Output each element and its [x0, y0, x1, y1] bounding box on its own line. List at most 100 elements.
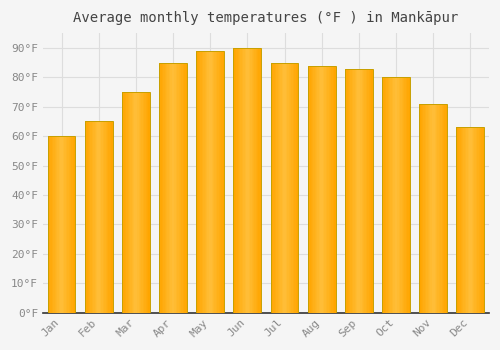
Bar	[276, 63, 278, 313]
Bar	[346, 69, 348, 313]
Bar	[164, 63, 166, 313]
Bar	[140, 92, 141, 313]
Bar	[217, 51, 218, 313]
Bar	[370, 69, 372, 313]
Bar	[476, 127, 478, 313]
Bar	[426, 104, 428, 313]
Bar	[200, 51, 202, 313]
Bar	[122, 92, 124, 313]
Bar	[398, 77, 399, 313]
Bar	[62, 136, 63, 313]
Bar	[308, 65, 309, 313]
Bar	[66, 136, 67, 313]
Bar	[212, 51, 213, 313]
Bar	[96, 121, 98, 313]
Bar	[146, 92, 147, 313]
Bar	[483, 127, 484, 313]
Bar	[203, 51, 204, 313]
Bar	[104, 121, 106, 313]
Bar	[48, 136, 49, 313]
Bar	[252, 48, 253, 313]
Bar	[360, 69, 362, 313]
Bar	[250, 48, 252, 313]
Bar	[134, 92, 136, 313]
Bar	[288, 63, 290, 313]
Bar	[174, 63, 176, 313]
Bar	[345, 69, 373, 313]
Bar	[102, 121, 103, 313]
Bar	[422, 104, 424, 313]
Bar	[210, 51, 212, 313]
Bar	[389, 77, 390, 313]
Bar	[433, 104, 434, 313]
Bar	[186, 63, 187, 313]
Bar	[53, 136, 54, 313]
Bar	[169, 63, 170, 313]
Bar	[68, 136, 70, 313]
Bar	[333, 65, 334, 313]
Bar	[168, 63, 169, 313]
Bar	[372, 69, 373, 313]
Bar	[473, 127, 474, 313]
Bar	[70, 136, 71, 313]
Bar	[396, 77, 398, 313]
Bar	[257, 48, 258, 313]
Bar	[234, 48, 235, 313]
Bar	[334, 65, 336, 313]
Bar	[399, 77, 400, 313]
Bar	[438, 104, 440, 313]
Bar	[72, 136, 74, 313]
Bar	[464, 127, 466, 313]
Bar	[89, 121, 90, 313]
Bar	[406, 77, 407, 313]
Bar	[274, 63, 275, 313]
Bar	[292, 63, 293, 313]
Bar	[394, 77, 396, 313]
Bar	[166, 63, 168, 313]
Bar	[388, 77, 389, 313]
Bar	[348, 69, 349, 313]
Bar	[286, 63, 288, 313]
Bar	[270, 63, 298, 313]
Bar	[366, 69, 367, 313]
Bar	[218, 51, 220, 313]
Bar	[314, 65, 316, 313]
Bar	[206, 51, 208, 313]
Bar	[213, 51, 214, 313]
Bar	[159, 63, 160, 313]
Bar	[222, 51, 224, 313]
Bar	[358, 69, 359, 313]
Bar	[126, 92, 128, 313]
Bar	[403, 77, 404, 313]
Bar	[184, 63, 186, 313]
Bar	[419, 104, 420, 313]
Bar	[323, 65, 324, 313]
Bar	[54, 136, 56, 313]
Bar	[310, 65, 312, 313]
Bar	[107, 121, 108, 313]
Bar	[425, 104, 426, 313]
Bar	[390, 77, 392, 313]
Bar	[235, 48, 236, 313]
Bar	[243, 48, 244, 313]
Bar	[294, 63, 296, 313]
Bar	[400, 77, 402, 313]
Bar	[100, 121, 102, 313]
Bar	[176, 63, 177, 313]
Bar	[198, 51, 199, 313]
Bar	[162, 63, 164, 313]
Bar	[275, 63, 276, 313]
Bar	[349, 69, 350, 313]
Bar	[138, 92, 140, 313]
Bar	[322, 65, 323, 313]
Bar	[384, 77, 385, 313]
Bar	[159, 63, 187, 313]
Bar	[345, 69, 346, 313]
Bar	[129, 92, 130, 313]
Bar	[67, 136, 68, 313]
Bar	[280, 63, 281, 313]
Bar	[239, 48, 240, 313]
Bar	[85, 121, 112, 313]
Bar	[444, 104, 446, 313]
Bar	[143, 92, 144, 313]
